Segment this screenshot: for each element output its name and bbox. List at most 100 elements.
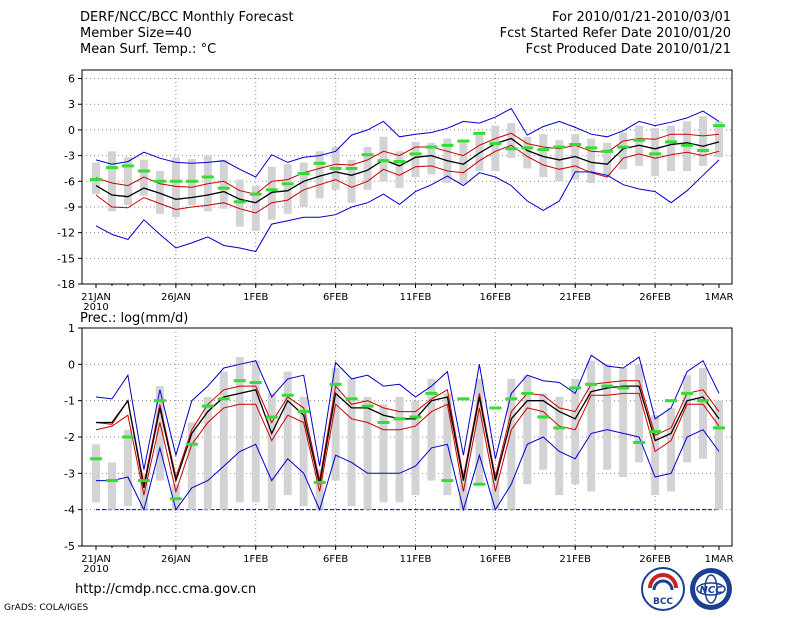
prec-line-ensemble-mean	[96, 385, 720, 489]
bcc-logo-text: BCC	[653, 597, 673, 607]
temp-ytick-label: -15	[57, 252, 75, 265]
temp-spread-box	[107, 151, 116, 212]
prec-xtick-label: 26JAN	[161, 554, 191, 565]
prec-line-spread-upper	[95, 380, 720, 485]
grads-credit: GrADS: COLA/IGES	[4, 603, 89, 613]
temp-xtick-label: 1FEB	[243, 292, 268, 303]
prec-spread-box	[331, 367, 340, 481]
temp-xtick-label: 6FEB	[323, 292, 348, 303]
forecast-started: Fcst Started Refer Date 2010/01/20	[499, 26, 731, 41]
prec-xtick-label: 11FEB	[400, 554, 432, 565]
ncc-logo-text: NCC	[699, 585, 723, 596]
prec-spread-box	[715, 400, 723, 510]
temp-xtick-label: 26JAN	[161, 292, 191, 303]
temp-ytick-label: -12	[57, 227, 75, 240]
prec-line-max	[95, 354, 720, 470]
temp-spread-box	[171, 157, 180, 218]
member-size: Member Size=40	[80, 26, 192, 41]
prec-line-min	[96, 429, 720, 512]
prec-panel-title: Prec.: log(mm/d)	[80, 311, 188, 326]
prec-spread-box	[475, 378, 484, 485]
temp-ytick-label: 6	[68, 73, 75, 86]
prec-spread-box	[683, 375, 692, 463]
header-left: DERF/NCC/BCC Monthly Forecast Member Siz…	[80, 10, 294, 58]
temp-spread-box	[507, 123, 516, 159]
prec-spread-box	[427, 378, 436, 481]
header-right: For 2010/01/21-2010/03/01 Fcst Started R…	[500, 10, 731, 58]
temp-spread-box	[219, 159, 228, 209]
prec-spread-box	[523, 375, 532, 485]
prec-spread-box	[555, 397, 564, 496]
temp-ytick-label: -3	[64, 150, 75, 163]
prec-xtick-label: 21FEB	[559, 554, 591, 565]
prec-ytick-label: -5	[64, 540, 75, 553]
prec-spread-box	[283, 371, 292, 496]
temp-line-max	[95, 107, 720, 178]
prec-ytick-label: -1	[64, 395, 75, 408]
temp-spread-box	[379, 136, 388, 182]
temp-spread-box	[523, 136, 532, 169]
temp-ytick-label: -6	[64, 175, 75, 188]
prec-spread-box	[219, 371, 228, 510]
temp-spread-box	[555, 140, 564, 182]
prec-spread-box	[251, 360, 260, 503]
temp-xtick-label: 21JAN	[81, 292, 111, 303]
prec-line-spread-lower	[95, 392, 720, 496]
temp-spread-box	[491, 125, 500, 172]
temp-xtick-label: 1MAR	[705, 292, 734, 303]
prec-spread-box	[347, 378, 356, 507]
temp-spread-box	[123, 157, 132, 206]
prec-ytick-label: 1	[68, 322, 75, 335]
prec-xtick-label: 1FEB	[243, 554, 268, 565]
temp-xtick-label: 11FEB	[400, 292, 432, 303]
prec-xtick-label: 21JAN	[81, 554, 111, 565]
temp-xtick-label: 21FEB	[559, 292, 591, 303]
temp-line-spread-upper	[95, 132, 720, 195]
prec-spread-box	[379, 404, 388, 503]
temp-spread-box	[139, 159, 148, 196]
temp-xtick-year: 2010	[83, 302, 108, 313]
temp-spread-box	[411, 141, 420, 177]
temp-line-ensemble-mean	[95, 137, 720, 204]
prec-ytick-label: 0	[68, 358, 75, 371]
variable-label: Mean Surf. Temp.: °C	[80, 42, 217, 57]
prec-spread-box	[507, 378, 516, 510]
temp-ytick-label: 3	[68, 98, 75, 111]
prec-xtick-label: 26FEB	[639, 554, 671, 565]
ncc-logo: NCC	[690, 568, 732, 610]
temp-spread-box	[155, 171, 164, 214]
prec-spread-box	[667, 407, 676, 492]
forecast-produced: Fcst Produced Date 2010/01/21	[525, 42, 731, 57]
temp-spread-box	[315, 151, 324, 199]
forecast-period: For 2010/01/21-2010/03/01	[552, 10, 731, 25]
prec-spread-box	[299, 397, 308, 507]
temp-spread-box	[283, 164, 292, 214]
prec-spread-box	[699, 367, 708, 459]
prec-ytick-label: -2	[64, 431, 75, 444]
temp-xtick-label: 16FEB	[480, 292, 512, 303]
prec-ytick-label: -4	[64, 504, 75, 517]
prec-spread-box	[171, 484, 180, 510]
temp-ytick-label: -18	[57, 278, 75, 291]
prec-spread-box	[603, 364, 612, 470]
temp-line-min	[95, 159, 720, 253]
temp-spread-box	[603, 142, 612, 177]
prec-spread-box	[139, 473, 148, 510]
prec-spread-box	[635, 364, 644, 463]
prec-xtick-label: 16FEB	[480, 554, 512, 565]
temp-spread-box	[267, 166, 276, 220]
temp-spread-box	[667, 125, 676, 172]
prec-spread-box	[651, 415, 660, 496]
temp-spread-box	[427, 142, 436, 175]
chart-title: DERF/NCC/BCC Monthly Forecast	[80, 10, 294, 25]
prec-spread-box	[571, 378, 580, 485]
prec-spread-box	[587, 360, 596, 492]
prec-spread-box	[187, 422, 196, 510]
prec-ytick-label: -3	[64, 467, 75, 480]
temp-spread-box	[459, 142, 468, 184]
temp-xtick-label: 26FEB	[639, 292, 671, 303]
bcc-logo: BCC	[641, 567, 685, 611]
temp-ytick-label: 0	[68, 124, 75, 137]
prec-spread-box	[155, 386, 164, 481]
